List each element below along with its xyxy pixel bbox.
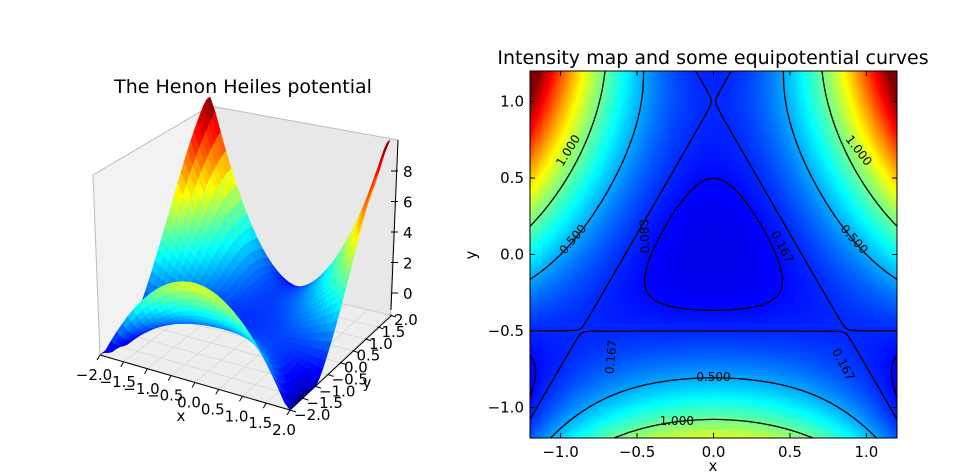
- surface-xtick-label: −1.5: [100, 373, 136, 391]
- surface-title: The Henon Heiles potential: [113, 76, 372, 98]
- surface-ztick-label: 0: [403, 285, 413, 303]
- heatmap-xtick-label: 0.0: [702, 443, 726, 461]
- surface-xtick-label: −2.0: [76, 366, 112, 384]
- surface-ytick-label: 0.0: [344, 359, 368, 377]
- surface-ztick-label: 6: [403, 194, 413, 212]
- surface-ytick-mark: [364, 338, 372, 342]
- heatmap-xtick-label: 1.0: [854, 443, 878, 461]
- contour-label: 0.167: [603, 339, 620, 374]
- surface-xtick-label: 1.0: [225, 407, 249, 425]
- contour-line-2: [530, 71, 897, 438]
- surface-ytick-mark: [352, 350, 359, 354]
- contour-label: 0.083: [637, 219, 652, 254]
- surface-xtick-mark: [191, 382, 196, 388]
- surface-ylabel: y: [363, 374, 372, 392]
- surface-xtick-label: −0.5: [147, 387, 183, 405]
- heatmap-xtick-label: −1.0: [542, 443, 578, 461]
- surface-xtick-mark: [96, 354, 101, 361]
- surface-xtick-mark: [215, 389, 220, 395]
- intensity-map: [530, 71, 897, 438]
- surface-ytick-mark: [389, 314, 397, 318]
- surface-xtick-mark: [120, 361, 125, 368]
- surface-ytick-label: 1.0: [369, 335, 393, 353]
- surface-ytick-mark: [314, 385, 322, 389]
- surface-tick-labels: −2.0−1.5−1.0−0.50.0 0.5 1.0 1.5 2.0−2.0−1.5−…: [76, 163, 418, 439]
- surface-xtick-mark: [239, 395, 243, 402]
- surface-ytick-label: 1.5: [382, 323, 406, 341]
- heatmap-ytick-label: −1.0: [488, 398, 524, 416]
- surface-xtick-label: 1.5: [248, 414, 272, 432]
- heatmap-xtick-label: −0.5: [619, 443, 655, 461]
- surface-ztick-label: 8: [403, 163, 413, 181]
- heatmap-chart: Intensity map and some equipotential cur…: [462, 47, 929, 475]
- heatmap-ytick-label: −0.5: [488, 322, 524, 340]
- contour-label: 0.500: [696, 370, 730, 384]
- surface-ztick-label: 2: [403, 255, 413, 273]
- surface-ytick-mark: [339, 362, 347, 365]
- heatmap-plot-area: [530, 71, 897, 438]
- surface-ytick-label: 2.0: [394, 311, 418, 329]
- surface-ytick-mark: [377, 326, 384, 330]
- surface-xtick-label: 0.0: [177, 394, 201, 412]
- surface-ytick-label: −2.0: [294, 406, 330, 424]
- surface-xtick-label: 0.5: [201, 400, 225, 418]
- z-axis-line: [390, 139, 399, 311]
- surface-mesh: [99, 96, 391, 411]
- surface-xtick-mark: [286, 409, 291, 416]
- surface-ytick-label: −1.0: [319, 382, 355, 400]
- heatmap-xlabel: x: [709, 457, 718, 475]
- surface-ytick-mark: [327, 373, 334, 377]
- surface-chart: The Henon Heiles potential −2.0−1.5−1.0−…: [76, 76, 418, 439]
- heatmap-ytick-label: 1.0: [500, 93, 524, 111]
- contour-label: 1.000: [660, 414, 694, 428]
- surface-xlabel: x: [177, 407, 186, 425]
- heatmap-ytick-label: 0.5: [500, 169, 524, 187]
- surface-ztick-label: 4: [403, 224, 413, 242]
- heatmap-title: Intensity map and some equipotential cur…: [497, 47, 928, 69]
- surface-ytick-mark: [289, 409, 297, 413]
- surface-xtick-mark: [144, 368, 148, 375]
- surface-xtick-label: 2.0: [272, 421, 296, 439]
- heatmap-xtick-label: 0.5: [778, 443, 802, 461]
- surface-xtick-mark: [262, 402, 267, 409]
- surface-ytick-label: −0.5: [332, 370, 368, 388]
- surface-xtick-label: −1.0: [123, 380, 159, 398]
- surface-ytick-label: 0.5: [357, 347, 381, 365]
- heatmap-ytick-label: 0.0: [500, 246, 524, 264]
- heatmap-tick-labels: −1.0 −0.5 0.0 0.5 1.0 −1.0 −0.5 0.0 0.5 1.0: [488, 71, 897, 461]
- heatmap-ylabel: y: [462, 250, 480, 259]
- surface-ytick-mark: [302, 397, 309, 401]
- surface-xtick-mark: [167, 375, 172, 381]
- surface-ytick-label: −1.5: [307, 394, 343, 412]
